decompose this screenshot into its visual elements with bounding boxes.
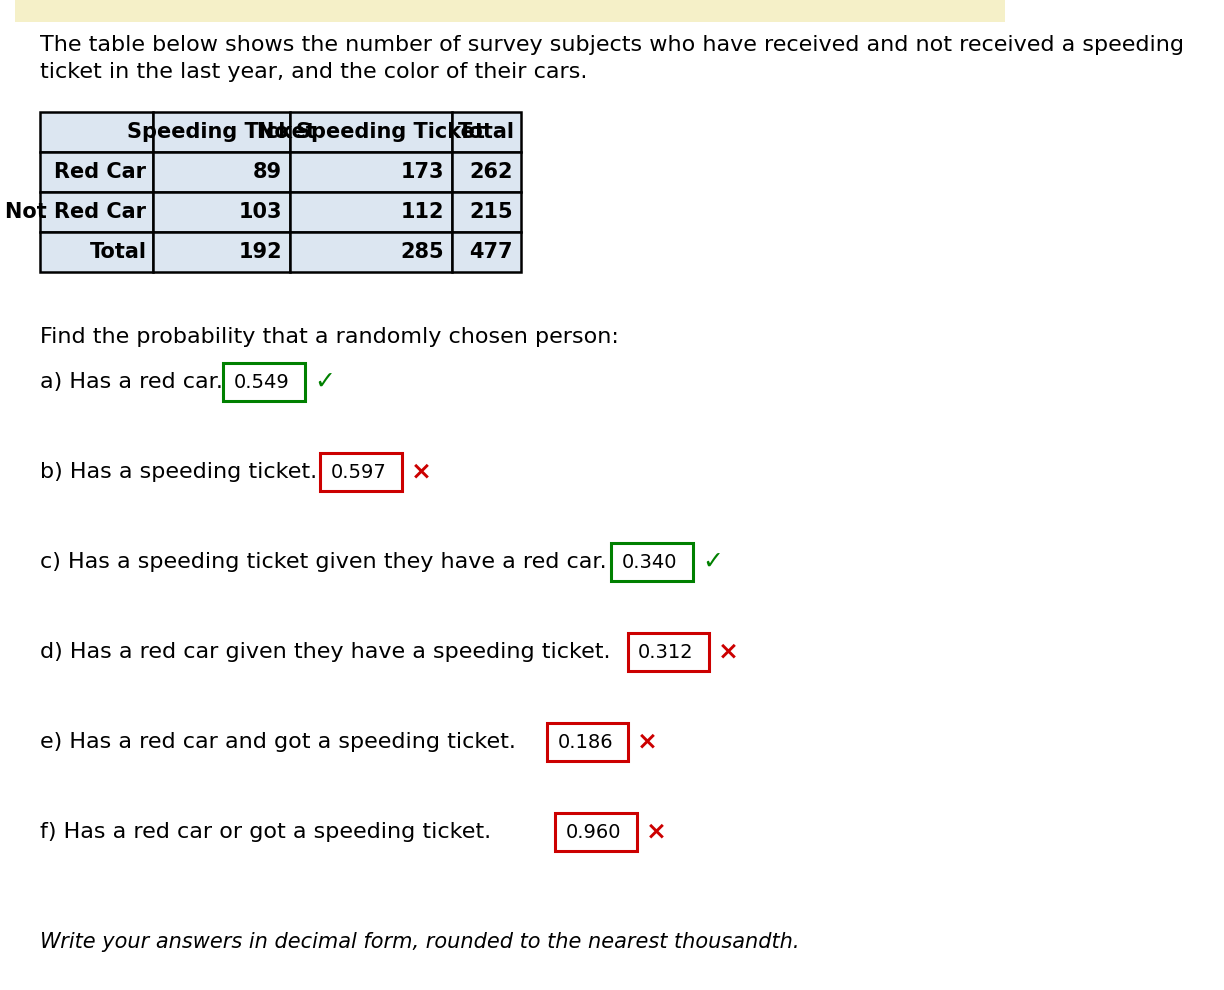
FancyBboxPatch shape <box>153 112 290 152</box>
FancyBboxPatch shape <box>223 363 305 401</box>
Text: ticket in the last year, and the color of their cars.: ticket in the last year, and the color o… <box>39 62 588 82</box>
Text: a) Has a red car.: a) Has a red car. <box>39 372 223 392</box>
Text: 262: 262 <box>469 162 513 182</box>
Text: 477: 477 <box>469 242 513 262</box>
FancyBboxPatch shape <box>452 112 521 152</box>
FancyBboxPatch shape <box>153 232 290 272</box>
Text: Total: Total <box>89 242 147 262</box>
FancyBboxPatch shape <box>452 152 521 192</box>
FancyBboxPatch shape <box>16 0 1005 22</box>
Text: ×: × <box>638 730 659 754</box>
FancyBboxPatch shape <box>321 453 401 491</box>
FancyBboxPatch shape <box>452 232 521 272</box>
Text: ✓: ✓ <box>313 370 335 394</box>
Text: e) Has a red car and got a speeding ticket.: e) Has a red car and got a speeding tick… <box>39 732 515 752</box>
Text: 192: 192 <box>239 242 283 262</box>
Text: 173: 173 <box>400 162 444 182</box>
Text: Write your answers in decimal form, rounded to the nearest thousandth.: Write your answers in decimal form, roun… <box>39 932 799 952</box>
Text: Speeding Ticket: Speeding Ticket <box>127 122 316 142</box>
FancyBboxPatch shape <box>452 192 521 232</box>
Text: 0.549: 0.549 <box>234 372 290 391</box>
Text: c) Has a speeding ticket given they have a red car.: c) Has a speeding ticket given they have… <box>39 552 606 572</box>
Text: f) Has a red car or got a speeding ticket.: f) Has a red car or got a speeding ticke… <box>39 822 491 842</box>
FancyBboxPatch shape <box>39 112 153 152</box>
Text: 285: 285 <box>400 242 444 262</box>
Text: 112: 112 <box>400 202 444 222</box>
FancyBboxPatch shape <box>612 543 693 581</box>
Text: Not Red Car: Not Red Car <box>5 202 147 222</box>
Text: ×: × <box>411 460 432 484</box>
Text: 0.597: 0.597 <box>330 462 387 481</box>
Text: 0.186: 0.186 <box>557 733 613 751</box>
FancyBboxPatch shape <box>290 192 452 232</box>
Text: 0.960: 0.960 <box>565 823 621 842</box>
FancyBboxPatch shape <box>39 232 153 272</box>
Text: 89: 89 <box>253 162 283 182</box>
Text: ×: × <box>645 820 666 844</box>
FancyBboxPatch shape <box>39 152 153 192</box>
Text: The table below shows the number of survey subjects who have received and not re: The table below shows the number of surv… <box>39 35 1184 55</box>
Text: Find the probability that a randomly chosen person:: Find the probability that a randomly cho… <box>39 327 618 347</box>
FancyBboxPatch shape <box>153 152 290 192</box>
Text: 103: 103 <box>239 202 283 222</box>
Text: Total: Total <box>458 122 515 142</box>
Text: 0.340: 0.340 <box>622 552 678 571</box>
FancyBboxPatch shape <box>153 192 290 232</box>
Text: ✓: ✓ <box>703 550 723 574</box>
FancyBboxPatch shape <box>290 152 452 192</box>
Text: ×: × <box>718 640 739 664</box>
FancyBboxPatch shape <box>547 723 628 761</box>
FancyBboxPatch shape <box>290 232 452 272</box>
FancyBboxPatch shape <box>554 813 636 851</box>
Text: 215: 215 <box>469 202 513 222</box>
Text: 0.312: 0.312 <box>638 643 694 661</box>
FancyBboxPatch shape <box>628 633 710 671</box>
Text: Red Car: Red Car <box>54 162 147 182</box>
Text: No Speeding Ticket: No Speeding Ticket <box>257 122 485 142</box>
Text: d) Has a red car given they have a speeding ticket.: d) Has a red car given they have a speed… <box>39 642 611 662</box>
Text: b) Has a speeding ticket.: b) Has a speeding ticket. <box>39 462 317 482</box>
FancyBboxPatch shape <box>290 112 452 152</box>
FancyBboxPatch shape <box>39 192 153 232</box>
